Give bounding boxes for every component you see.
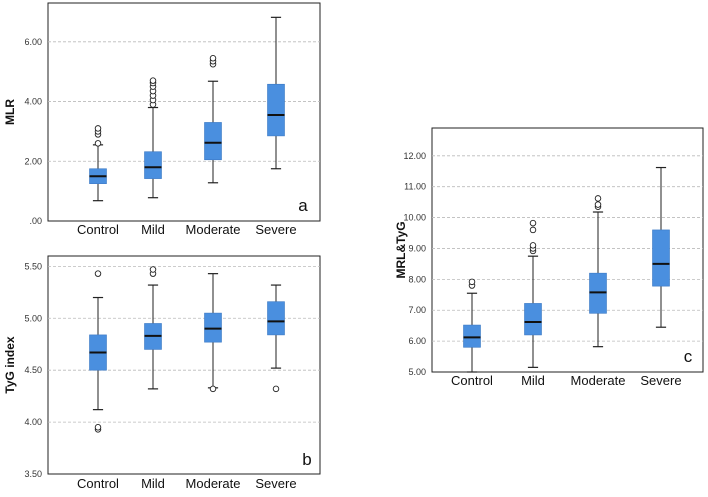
box-mild [144, 77, 162, 199]
outlier-point [149, 266, 157, 273]
panel-c-boxes [463, 166, 670, 373]
outlier-point [594, 195, 602, 202]
panel-c-y-tick-label: 6.00 [408, 336, 426, 346]
box-mild [524, 219, 542, 368]
iqr-box [267, 301, 285, 336]
outlier-point [94, 270, 102, 277]
panel-c-y-tick-labels: 5.00 6.00 7.00 8.00 9.00 10.00 11.00 12.00 [403, 151, 426, 377]
category-label-moderate: Moderate [186, 222, 241, 237]
panel-a-y-tick-label: .00 [29, 216, 42, 226]
panel-c-y-tick-label: 11.00 [404, 182, 426, 192]
panel-c-category-labels: Control Mild Moderate Severe [451, 373, 682, 388]
box-severe [267, 284, 285, 393]
panel-b-letter: b [302, 450, 311, 469]
iqr-box [267, 83, 285, 137]
panel-b-y-tick-label: 4.50 [24, 365, 42, 375]
box-control [89, 125, 107, 202]
box-severe [267, 16, 285, 170]
panel-a-y-tick-label: 2.00 [24, 156, 42, 166]
category-label-severe: Severe [255, 222, 296, 237]
outlier-point [94, 424, 102, 431]
box-moderate [589, 195, 607, 348]
panel-a-letter: a [298, 196, 308, 215]
iqr-box [652, 229, 670, 287]
box-control [463, 278, 481, 373]
outlier-point [272, 385, 280, 393]
outlier-point [94, 125, 102, 132]
outlier-point [209, 385, 217, 393]
outlier-point [529, 242, 537, 249]
panel-b-boxes [89, 266, 285, 433]
panel-a-frame [47, 2, 321, 222]
panel-c-letter: c [684, 347, 693, 366]
panel-b-category-labels: Control Mild Moderate Severe [77, 476, 297, 491]
box-severe [652, 166, 670, 328]
panel-c-y-tick-label: 10.00 [403, 213, 426, 223]
category-label-control: Control [451, 373, 493, 388]
outlier-point [468, 278, 476, 286]
panel-c-y-tick-label: 5.00 [408, 367, 426, 377]
outlier-point [529, 226, 537, 234]
category-label-mild: Mild [141, 476, 165, 491]
box-control [89, 270, 107, 433]
iqr-box [204, 122, 222, 161]
outlier-point [149, 77, 157, 84]
category-label-mild: Mild [141, 222, 165, 237]
panel-a-boxes [89, 16, 285, 202]
category-label-moderate: Moderate [571, 373, 626, 388]
iqr-box [144, 151, 162, 179]
panel-b-ylabel: TyG index [3, 336, 17, 393]
outlier-point [529, 219, 537, 227]
iqr-box [463, 324, 481, 348]
panel-c-y-tick-label: 7.00 [408, 305, 426, 315]
panel-c: MRL&TyG c 5.00 6.00 7.00 8.00 9.00 10.00 11.00… [394, 127, 704, 388]
panel-c-y-tick-label: 12.00 [403, 151, 426, 161]
panel-b-y-tick-label: 4.00 [24, 417, 42, 427]
panel-b-gridlines [48, 265, 320, 423]
panel-a-y-tick-label: 4.00 [24, 97, 42, 107]
panel-c-frame [431, 127, 704, 373]
panel-a-ylabel: MLR [3, 99, 17, 125]
category-label-control: Control [77, 222, 119, 237]
panel-c-ylabel: MRL&TyG [394, 221, 408, 278]
panel-b-y-tick-label: 5.50 [24, 261, 42, 271]
category-label-mild: Mild [521, 373, 545, 388]
panel-b-y-tick-labels: 3.50 4.00 4.50 5.00 5.50 [24, 261, 42, 479]
panel-c-y-tick-label: 9.00 [408, 243, 426, 253]
panel-a-y-tick-label: 6.00 [24, 37, 42, 47]
iqr-box [524, 303, 542, 336]
panel-a: MLR a .00 2.00 4.00 6.00 Control Mild Moderat… [3, 2, 321, 237]
panel-b-frame [47, 255, 321, 475]
panel-a-y-tick-labels: .00 2.00 4.00 6.00 [24, 37, 42, 226]
box-moderate [204, 273, 222, 393]
panel-c-y-tick-label: 8.00 [408, 274, 426, 284]
panel-b-y-tick-label: 5.00 [24, 313, 42, 323]
outlier-point [94, 140, 102, 147]
category-label-control: Control [77, 476, 119, 491]
category-label-moderate: Moderate [186, 476, 241, 491]
category-label-severe: Severe [640, 373, 681, 388]
box-moderate [204, 54, 222, 184]
outlier-point [209, 54, 217, 62]
outlier-point [594, 201, 602, 208]
panel-b-y-tick-label: 3.50 [24, 469, 42, 479]
panel-a-category-labels: Control Mild Moderate Severe [77, 222, 297, 237]
category-label-severe: Severe [255, 476, 296, 491]
panel-b: TyG index b 3.50 4.00 4.50 5.00 5.50 Control… [3, 255, 321, 491]
box-mild [144, 266, 162, 390]
iqr-box [204, 312, 222, 343]
